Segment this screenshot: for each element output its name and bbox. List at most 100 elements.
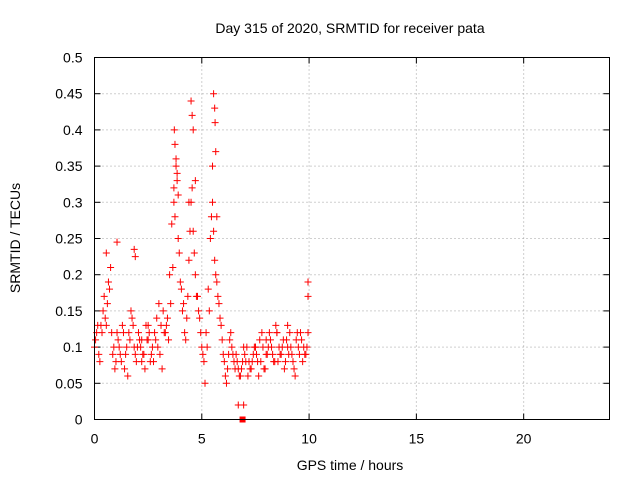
data-point	[286, 329, 294, 337]
data-point	[226, 336, 234, 344]
data-point	[251, 343, 259, 351]
data-point	[131, 253, 139, 261]
data-point	[98, 329, 106, 337]
data-point	[195, 307, 203, 315]
data-point	[256, 336, 264, 344]
data-point	[203, 343, 211, 351]
data-point	[199, 350, 207, 358]
data-point	[173, 169, 181, 177]
x-tick-label: 10	[301, 431, 317, 447]
data-point	[285, 350, 293, 358]
data-point	[221, 372, 229, 380]
data-point	[134, 329, 142, 337]
data-point	[265, 329, 273, 337]
data-point	[234, 401, 242, 409]
data-point	[176, 278, 184, 286]
data-point	[273, 329, 281, 337]
data-point	[210, 90, 218, 98]
data-point	[214, 292, 222, 300]
data-point	[224, 365, 232, 373]
data-point	[259, 343, 267, 351]
y-tick-label: 0	[75, 412, 83, 428]
data-point	[185, 198, 193, 206]
data-points	[91, 90, 312, 423]
data-point	[246, 365, 254, 373]
data-point	[163, 314, 171, 322]
data-point	[280, 365, 288, 373]
data-point	[261, 365, 269, 373]
data-point	[291, 372, 299, 380]
data-point	[272, 321, 280, 329]
y-tick-label: 0.25	[55, 231, 82, 247]
data-point	[155, 300, 163, 308]
data-point	[92, 336, 100, 344]
data-point	[147, 350, 155, 358]
axis-ticks: 0 0.05 0.1 0.15 0.2 0.25 0.3 0.35 0.4 0.45 0.5 0 5 10…	[55, 50, 610, 447]
data-point	[95, 350, 103, 358]
data-point	[293, 329, 301, 337]
data-point	[258, 329, 266, 337]
data-point	[154, 343, 162, 351]
data-point	[189, 126, 197, 134]
data-point	[220, 358, 228, 366]
data-point	[173, 177, 181, 185]
data-point	[262, 336, 270, 344]
data-point	[201, 379, 209, 387]
data-point	[99, 307, 107, 315]
data-point	[174, 235, 182, 242]
data-point	[287, 343, 295, 351]
data-point	[159, 307, 167, 315]
data-point	[209, 198, 217, 206]
data-point	[145, 329, 153, 337]
data-point	[191, 271, 199, 279]
x-tick-label: 0	[91, 431, 99, 447]
data-point	[107, 263, 115, 271]
y-axis-label: SRMTID / TECUs	[7, 183, 23, 293]
data-point	[121, 365, 129, 373]
data-point	[166, 271, 174, 279]
data-point	[215, 300, 223, 308]
data-point	[102, 249, 110, 257]
data-point	[119, 329, 127, 337]
data-point	[204, 285, 212, 293]
data-point	[171, 140, 179, 148]
data-point	[206, 235, 214, 242]
data-point	[172, 155, 180, 163]
data-point	[104, 278, 112, 286]
data-point	[231, 365, 239, 373]
data-point	[178, 307, 186, 315]
data-point	[295, 350, 303, 358]
data-point	[122, 350, 130, 358]
data-point	[165, 336, 173, 344]
y-tick-label: 0.35	[55, 158, 82, 174]
data-point	[210, 227, 218, 235]
data-point	[127, 307, 135, 315]
data-point	[217, 321, 225, 329]
x-tick-label: 20	[516, 431, 532, 447]
data-point	[181, 329, 189, 337]
data-point	[216, 314, 224, 322]
data-point	[94, 321, 102, 329]
y-tick-label: 0.05	[55, 375, 82, 391]
y-tick-label: 0.3	[63, 194, 83, 210]
data-point	[212, 271, 220, 279]
data-point	[141, 365, 149, 373]
data-point	[156, 350, 164, 358]
data-point	[235, 372, 243, 380]
data-point	[304, 329, 312, 337]
data-point	[248, 358, 256, 366]
data-point	[191, 177, 199, 185]
x-tick-label: 15	[409, 431, 425, 447]
data-point	[170, 184, 178, 192]
data-point	[268, 343, 276, 351]
x-axis-label: GPS time / hours	[297, 457, 404, 473]
y-tick-label: 0.4	[63, 122, 83, 138]
data-point	[263, 350, 271, 358]
data-point	[113, 238, 121, 246]
data-point	[162, 321, 170, 329]
data-point	[186, 227, 194, 235]
data-point	[171, 213, 179, 221]
data-point	[212, 148, 220, 156]
data-point	[130, 343, 138, 351]
data-point	[274, 358, 282, 366]
